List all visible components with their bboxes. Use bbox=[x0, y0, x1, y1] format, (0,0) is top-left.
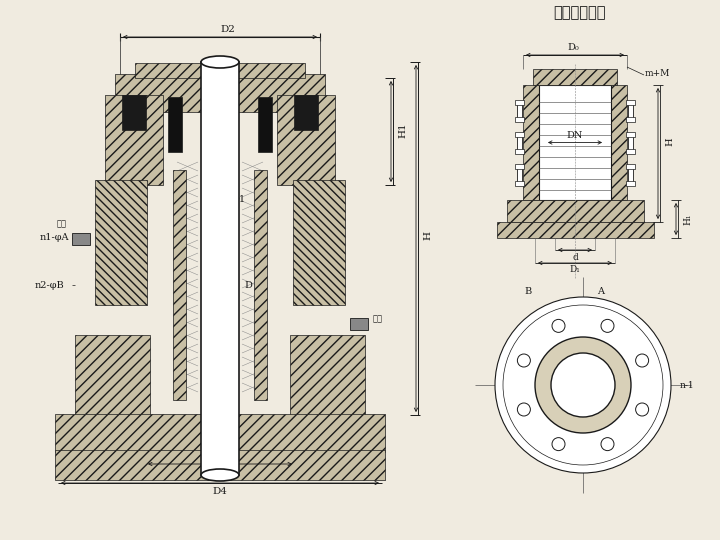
Bar bbox=[55, 414, 385, 452]
Bar bbox=[515, 100, 524, 105]
Circle shape bbox=[551, 353, 615, 417]
Bar bbox=[350, 318, 368, 330]
Text: D3: D3 bbox=[212, 469, 228, 477]
Circle shape bbox=[552, 437, 565, 450]
Bar bbox=[628, 168, 633, 182]
Text: DN: DN bbox=[567, 131, 583, 140]
Text: 搪玻璃填料箱: 搪玻璃填料箱 bbox=[554, 6, 606, 20]
Bar bbox=[626, 117, 635, 122]
Text: 进口: 进口 bbox=[373, 315, 383, 323]
Bar bbox=[539, 85, 611, 200]
Circle shape bbox=[552, 319, 565, 333]
Text: H₁: H₁ bbox=[683, 213, 693, 225]
Bar bbox=[506, 200, 644, 222]
Bar bbox=[523, 85, 539, 200]
Bar bbox=[173, 170, 186, 400]
Text: m+M: m+M bbox=[645, 69, 670, 78]
Bar bbox=[515, 149, 524, 154]
Text: H: H bbox=[423, 231, 433, 240]
Bar bbox=[626, 181, 635, 186]
Bar bbox=[628, 136, 633, 150]
Bar bbox=[626, 100, 635, 105]
Bar bbox=[122, 95, 146, 130]
Circle shape bbox=[535, 337, 631, 433]
Bar bbox=[626, 164, 635, 169]
Text: d: d bbox=[572, 253, 578, 261]
Bar bbox=[533, 69, 617, 85]
Ellipse shape bbox=[201, 469, 239, 481]
Bar bbox=[135, 63, 305, 78]
Bar bbox=[515, 181, 524, 186]
Text: D4: D4 bbox=[212, 488, 228, 496]
Bar bbox=[290, 335, 365, 415]
Text: D₀: D₀ bbox=[567, 44, 579, 52]
Text: D₁: D₁ bbox=[570, 266, 580, 274]
Bar bbox=[294, 95, 318, 130]
Circle shape bbox=[503, 305, 663, 465]
Circle shape bbox=[495, 297, 671, 473]
Circle shape bbox=[518, 354, 531, 367]
Bar bbox=[293, 180, 345, 305]
Bar bbox=[277, 95, 335, 185]
Bar bbox=[254, 170, 267, 400]
Ellipse shape bbox=[201, 56, 239, 68]
Bar bbox=[72, 233, 90, 245]
Bar bbox=[515, 132, 524, 137]
Bar bbox=[517, 136, 522, 150]
Bar bbox=[515, 117, 524, 122]
Text: D1: D1 bbox=[231, 195, 245, 205]
Text: n1-φA: n1-φA bbox=[40, 233, 70, 242]
Text: H: H bbox=[665, 137, 675, 146]
Bar bbox=[628, 104, 633, 118]
Bar bbox=[115, 74, 325, 112]
Circle shape bbox=[636, 403, 649, 416]
Bar bbox=[201, 62, 239, 475]
Bar bbox=[626, 132, 635, 137]
Bar bbox=[497, 222, 654, 238]
Text: d: d bbox=[225, 100, 231, 110]
Circle shape bbox=[601, 319, 614, 333]
Bar bbox=[105, 95, 163, 185]
Text: H1: H1 bbox=[398, 122, 408, 138]
Text: 出口: 出口 bbox=[57, 220, 67, 228]
Circle shape bbox=[636, 354, 649, 367]
Bar bbox=[75, 335, 150, 415]
Circle shape bbox=[518, 403, 531, 416]
Bar bbox=[515, 164, 524, 169]
Bar bbox=[517, 168, 522, 182]
Text: A: A bbox=[598, 287, 605, 296]
Bar bbox=[626, 149, 635, 154]
Bar bbox=[517, 104, 522, 118]
Bar bbox=[168, 97, 182, 152]
Text: n-1: n-1 bbox=[680, 381, 695, 389]
Bar bbox=[258, 97, 272, 152]
Text: n2-φB: n2-φB bbox=[35, 280, 65, 289]
Circle shape bbox=[601, 437, 614, 450]
Text: B: B bbox=[524, 287, 531, 296]
Bar bbox=[95, 180, 147, 305]
Text: D: D bbox=[244, 280, 252, 289]
Bar bbox=[55, 450, 385, 480]
Bar bbox=[611, 85, 627, 200]
Text: D2: D2 bbox=[220, 24, 235, 33]
